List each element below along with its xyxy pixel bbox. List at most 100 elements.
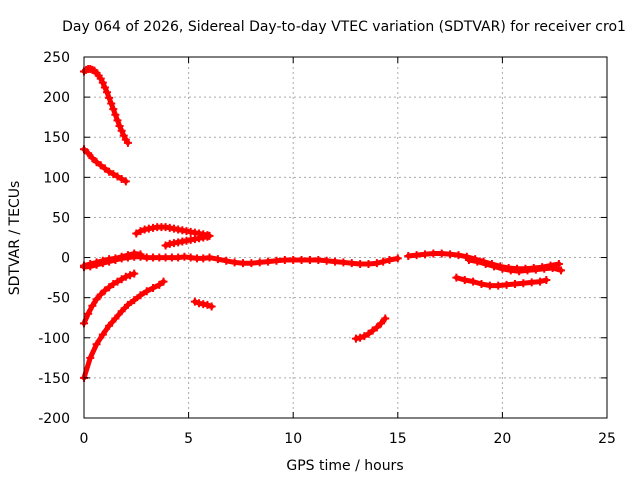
data-point — [554, 259, 563, 268]
data-point — [96, 290, 105, 299]
data-point — [393, 254, 402, 263]
data-point — [117, 252, 126, 261]
data-point — [113, 277, 122, 286]
data-point — [109, 280, 118, 289]
data-point — [222, 256, 231, 265]
data-point — [536, 277, 545, 286]
data-point — [123, 251, 132, 260]
data-point — [105, 321, 114, 330]
data-point — [477, 280, 486, 289]
data-point — [481, 259, 490, 268]
y-axis-label: SDTVAR / TECUs — [7, 181, 23, 296]
data-point — [84, 149, 93, 158]
data-point — [527, 278, 536, 287]
data-markers — [80, 65, 565, 382]
data-point — [136, 291, 145, 300]
data-point — [105, 93, 114, 102]
data-point — [364, 329, 373, 338]
data-point — [100, 83, 109, 92]
data-point — [379, 257, 388, 266]
x-axis-label: GPS time / hours — [286, 458, 403, 474]
y-tick-label: 250 — [43, 50, 70, 66]
data-point — [205, 253, 214, 262]
data-point — [331, 257, 340, 266]
data-point — [515, 267, 524, 276]
data-point — [117, 307, 126, 316]
data-point — [519, 279, 528, 288]
data-point — [161, 241, 170, 250]
data-point — [454, 251, 463, 260]
data-point — [485, 281, 494, 290]
y-tick-label: 200 — [43, 90, 70, 106]
data-point — [372, 323, 381, 332]
data-point — [130, 296, 139, 305]
data-point — [92, 295, 101, 304]
data-point — [460, 276, 469, 285]
data-point — [498, 264, 507, 273]
data-point — [121, 272, 130, 281]
x-tick-label: 0 — [80, 431, 89, 447]
x-tick-label: 10 — [284, 431, 302, 447]
data-point — [297, 255, 306, 264]
data-point — [255, 258, 264, 267]
data-point — [111, 314, 120, 323]
y-tick-label: -150 — [38, 371, 70, 387]
y-tick-label: 0 — [61, 251, 70, 267]
data-point — [92, 158, 101, 167]
data-point — [360, 332, 369, 341]
data-point — [88, 154, 97, 163]
data-point — [117, 174, 126, 183]
data-point — [510, 280, 519, 289]
data-point — [339, 258, 348, 267]
data-point — [103, 88, 112, 97]
data-point — [111, 110, 120, 119]
series-arc-right-bottom — [452, 273, 551, 290]
data-point — [289, 255, 298, 264]
data-point — [96, 74, 105, 83]
data-point — [149, 284, 158, 293]
data-point — [322, 256, 331, 265]
data-point — [523, 266, 532, 275]
data-point — [109, 105, 118, 114]
data-point — [92, 340, 101, 349]
data-point — [473, 257, 482, 266]
y-tick-label: -100 — [38, 331, 70, 347]
data-point — [437, 249, 446, 258]
data-point — [98, 256, 107, 265]
data-point — [452, 273, 461, 282]
data-point — [502, 280, 511, 289]
data-point — [84, 309, 93, 318]
data-point — [142, 287, 151, 296]
data-point — [347, 259, 356, 268]
y-tick-label: 50 — [52, 210, 70, 226]
data-point — [264, 257, 273, 266]
data-point — [230, 258, 239, 267]
data-point — [469, 277, 478, 286]
data-point — [305, 255, 314, 264]
data-point — [464, 255, 473, 264]
plot-frame — [83, 56, 608, 419]
data-point — [540, 264, 549, 273]
data-point — [420, 250, 429, 259]
series-arc-lower-rise-2 — [80, 277, 168, 382]
data-point — [98, 78, 107, 87]
data-point — [109, 170, 118, 179]
data-point — [117, 275, 126, 284]
data-point — [119, 131, 128, 140]
data-point — [203, 300, 212, 309]
data-point — [113, 172, 122, 181]
axis-ticks: 0 5 10 15 20 25 -200 -150 -100 -50 0 50 100 150 200 250 — [38, 50, 616, 447]
data-point — [542, 276, 551, 285]
data-point — [100, 286, 109, 295]
data-point — [213, 255, 222, 264]
y-tick-label: -50 — [47, 291, 70, 307]
grid-lines — [84, 57, 607, 418]
chart-title: Day 064 of 2026, Sidereal Day-to-day VTE… — [62, 19, 626, 35]
data-point — [117, 126, 126, 135]
series-arc-small-segment — [190, 297, 216, 311]
data-point — [203, 232, 212, 241]
data-point — [280, 255, 289, 264]
data-point — [132, 229, 141, 238]
